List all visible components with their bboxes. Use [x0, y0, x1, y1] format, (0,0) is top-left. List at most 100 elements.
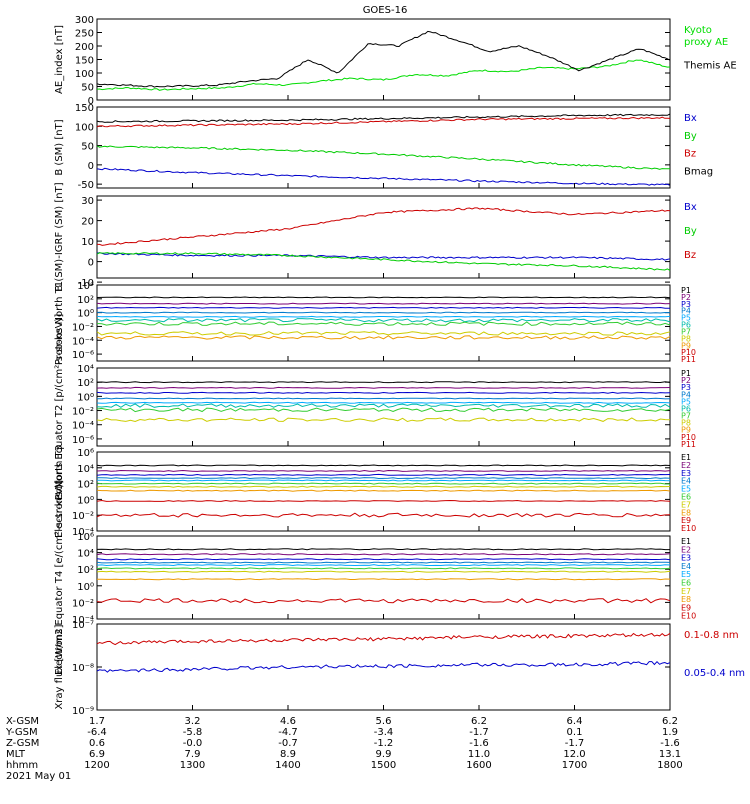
series-line-bx	[96, 167, 671, 186]
channel-label-e8: E8	[681, 595, 691, 604]
channel-line-p9	[96, 335, 671, 340]
channel-label-e8: E8	[681, 508, 691, 517]
x-row-value: 12.0	[563, 749, 585, 760]
channel-label-p1: P1	[681, 369, 691, 378]
y-tick-label: 300	[75, 15, 94, 26]
x-row-value: -5.8	[183, 727, 203, 738]
channel-label-p4: P4	[681, 307, 691, 316]
x-row-value: -0.7	[278, 738, 298, 749]
y-axis-label: Electrons North T3	[54, 445, 65, 538]
x-row-value: 6.4	[567, 716, 583, 727]
x-row-value: -1.7	[565, 738, 585, 749]
channel-label-e4: E4	[681, 477, 691, 486]
series-line-by	[96, 252, 671, 271]
x-row-value: 6.2	[471, 716, 487, 727]
panel-5: 10⁴ 10² 10⁰ 10⁻² 10⁻⁴ 10⁻⁶ Protons Equator T2 …	[54, 314, 696, 501]
y-tick-label: 10⁴	[77, 549, 94, 560]
y-tick-label: 30	[81, 196, 94, 207]
series-line-bmag	[96, 113, 671, 123]
channel-label-p7: P7	[681, 327, 691, 336]
channel-label-e9: E9	[681, 603, 691, 612]
channel-label-p3: P3	[681, 383, 691, 392]
channel-line-e4	[96, 477, 671, 480]
y-tick-label: 10²	[77, 480, 94, 491]
x-row-value: 0.1	[567, 727, 583, 738]
series-line-bz	[96, 116, 671, 128]
y-tick-label: 10⁻⁹	[72, 706, 94, 717]
channel-label-e10: E10	[681, 612, 696, 621]
y-tick-label: 10⁰	[77, 392, 94, 403]
channel-line-p6	[96, 318, 671, 323]
series-line-themis-ae	[96, 30, 671, 88]
x-row-value: 1.9	[662, 727, 678, 738]
y-tick-label: 100	[75, 69, 94, 80]
x-row-value: -1.2	[374, 738, 394, 749]
y-axis-label: B (SM) [nT]	[54, 119, 65, 175]
channel-line-e3	[96, 473, 671, 476]
channel-label-e7: E7	[681, 587, 691, 596]
legend-entry: Kyoto	[684, 25, 712, 36]
channel-line-e9	[96, 499, 671, 502]
channel-label-p8: P8	[681, 419, 691, 428]
channel-line-e6	[96, 567, 671, 570]
x-row-value: 0.6	[89, 738, 105, 749]
y-tick-label: 10⁻⁸	[72, 663, 94, 674]
x-row-value: 5.6	[376, 716, 392, 727]
x-row-label: X-GSM	[6, 716, 39, 727]
y-tick-label: 10	[81, 237, 94, 248]
panel-1: 300 250 200 150 100 50 0 AE_index [nT] Kyotoprox…	[54, 15, 737, 107]
channel-label-e5: E5	[681, 485, 691, 494]
x-row-value: 1600	[466, 760, 491, 771]
x-row-value: 1400	[275, 760, 300, 771]
y-tick-label: 10²	[77, 378, 94, 389]
y-tick-label: 50	[81, 142, 94, 153]
channel-line-p4	[97, 397, 671, 400]
y-tick-label: 0	[88, 96, 94, 107]
channel-label-e5: E5	[681, 570, 691, 579]
plot-title: GOES-16	[363, 5, 408, 16]
channel-label-p2: P2	[681, 376, 691, 385]
x-row-value: -1.6	[660, 738, 680, 749]
y-tick-label: 10⁻⁴	[72, 421, 94, 432]
y-tick-label: 10⁻²	[72, 322, 94, 333]
x-row-value: 3.2	[185, 716, 201, 727]
panel-3: 30 20 10 0 -10 B (SM)-IGRF (SM) [nT] Bx By Bz	[54, 182, 697, 291]
y-axis-label: B (SM)-IGRF (SM) [nT]	[54, 182, 65, 291]
x-row-label: MLT	[6, 749, 26, 760]
channel-line-p3	[96, 306, 670, 309]
y-tick-label: -50	[78, 180, 94, 191]
x-row-value: 9.9	[376, 749, 392, 760]
y-tick-label: 250	[75, 29, 94, 40]
y-tick-label: 10⁻⁴	[72, 527, 94, 538]
channel-line-e8	[96, 489, 671, 492]
x-row-value: 1500	[371, 760, 396, 771]
y-axis-label: Protons Equator T2 [p/(cm²-s-sr-keV)]	[54, 314, 65, 501]
x-row-value: -1.6	[469, 738, 489, 749]
series-line-0-05-0-4-nm	[96, 660, 671, 673]
y-tick-label: 10²	[77, 565, 94, 576]
panel-2: 150 100 50 0 -50 B (SM) [nT] Bx By Bz Bmag	[54, 103, 713, 191]
channel-line-p2	[96, 302, 671, 305]
x-row-value: -4.7	[278, 727, 298, 738]
channel-line-p7	[96, 321, 671, 326]
legend-entry: 0.05-0.4 nm	[684, 668, 745, 679]
channel-line-e8	[96, 578, 671, 581]
channel-label-e6: E6	[681, 493, 691, 502]
x-row-label: hhmm	[6, 760, 38, 771]
x-row-value: 1.7	[89, 716, 105, 727]
x-row-label: Y-GSM	[5, 727, 38, 738]
y-tick-label: 10²	[77, 295, 94, 306]
x-row-value: 4.6	[280, 716, 296, 727]
y-tick-label: 10⁴	[77, 464, 94, 475]
channel-label-e6: E6	[681, 579, 691, 588]
x-row-value: 1300	[180, 760, 205, 771]
channel-line-e2	[96, 553, 671, 556]
channel-label-p7: P7	[681, 412, 691, 421]
y-tick-label: 10⁶	[77, 532, 94, 543]
legend-entry: Bx	[684, 202, 697, 213]
legend-entry: By	[684, 226, 697, 237]
channel-line-e3	[96, 558, 671, 561]
